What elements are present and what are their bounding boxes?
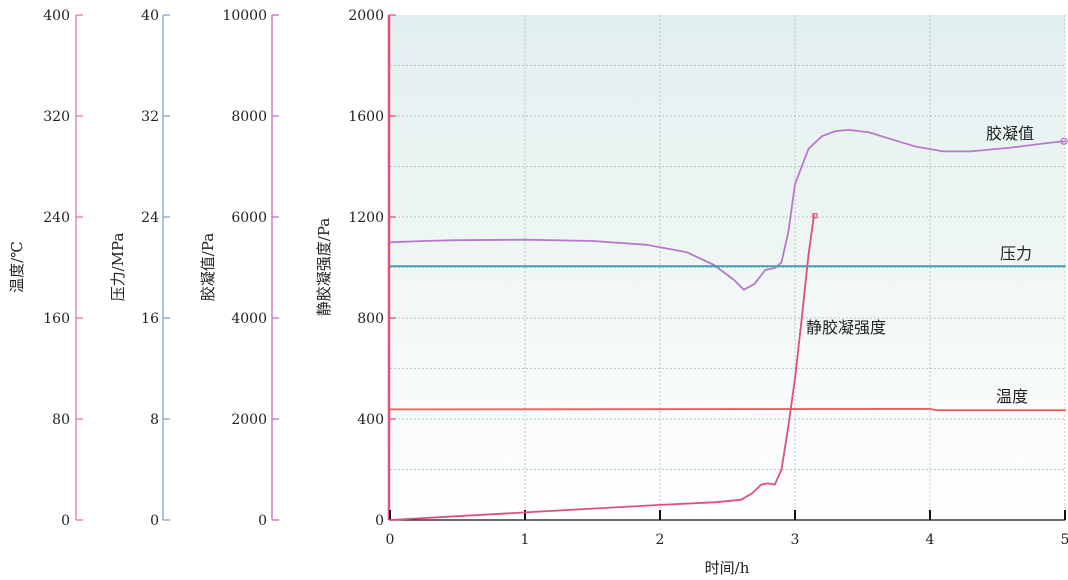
temperature-annotation: 温度 (996, 387, 1028, 406)
pressure-axis: 0 8 16 24 32 40 (141, 8, 170, 529)
y-tick-label: 10000 (222, 8, 267, 24)
temperature-axis-title: 温度/℃ (8, 241, 26, 293)
y-tick-label: 0 (375, 513, 384, 529)
gel-value-axis: 0 2000 4000 6000 8000 10000 (222, 8, 279, 529)
y-tick-label: 2000 (348, 8, 384, 24)
y-tick-label: 1200 (348, 210, 384, 226)
y-tick-label: 800 (357, 311, 384, 327)
temperature-line (389, 407, 1066, 412)
x-tick-label: 0 (386, 532, 395, 548)
static-gel-strength-axis: 0 400 800 1200 1600 2000 (348, 8, 396, 529)
y-tick-label: 320 (43, 109, 70, 125)
y-tick-label: 40 (141, 8, 159, 24)
pressure-axis-title: 压力/MPa (109, 233, 127, 302)
time-axis: 0 1 2 3 4 5 (386, 510, 1068, 548)
y-tick-label: 6000 (231, 210, 267, 226)
y-tick-label: 400 (43, 8, 70, 24)
y-tick-label: 1600 (348, 109, 384, 125)
y-tick-label: 32 (141, 109, 159, 125)
y-tick-label: 8000 (231, 109, 267, 125)
static-gel-strength-line (389, 214, 815, 521)
gel-value-end-marker (1060, 137, 1068, 145)
gel-value-axis-title: 胶凝值/Pa (199, 233, 217, 301)
y-tick-label: 24 (141, 210, 159, 226)
time-axis-title: 时间/h (705, 559, 750, 577)
y-tick-label: 0 (258, 513, 267, 529)
x-tick-label: 5 (1061, 532, 1068, 548)
y-tick-label: 8 (150, 412, 159, 428)
static-gel-strength-end-marker (812, 213, 818, 219)
y-tick-label: 4000 (231, 311, 267, 327)
y-tick-label: 160 (43, 311, 70, 327)
y-tick-label: 0 (61, 513, 70, 529)
y-tick-label: 80 (52, 412, 70, 428)
y-tick-label: 400 (357, 412, 384, 428)
gel-value-line (389, 128, 1066, 291)
y-tick-label: 16 (141, 311, 159, 327)
gel-value-annotation: 胶凝值 (986, 124, 1034, 143)
x-tick-label: 3 (791, 532, 800, 548)
grid (390, 15, 1066, 520)
x-tick-label: 1 (521, 532, 530, 548)
pressure-annotation: 压力 (1000, 244, 1032, 263)
y-tick-label: 240 (43, 210, 70, 226)
series-layer (389, 128, 1068, 521)
static-gel-strength-annotation: 静胶凝强度 (806, 318, 886, 337)
y-tick-label: 2000 (231, 412, 267, 428)
static-gel-strength-axis-title: 静胶凝强度/Pa (315, 218, 333, 316)
temperature-axis: 0 80 160 240 320 400 (43, 8, 83, 529)
y-tick-label: 0 (150, 513, 159, 529)
x-tick-label: 2 (656, 532, 665, 548)
x-tick-label: 4 (926, 532, 935, 548)
